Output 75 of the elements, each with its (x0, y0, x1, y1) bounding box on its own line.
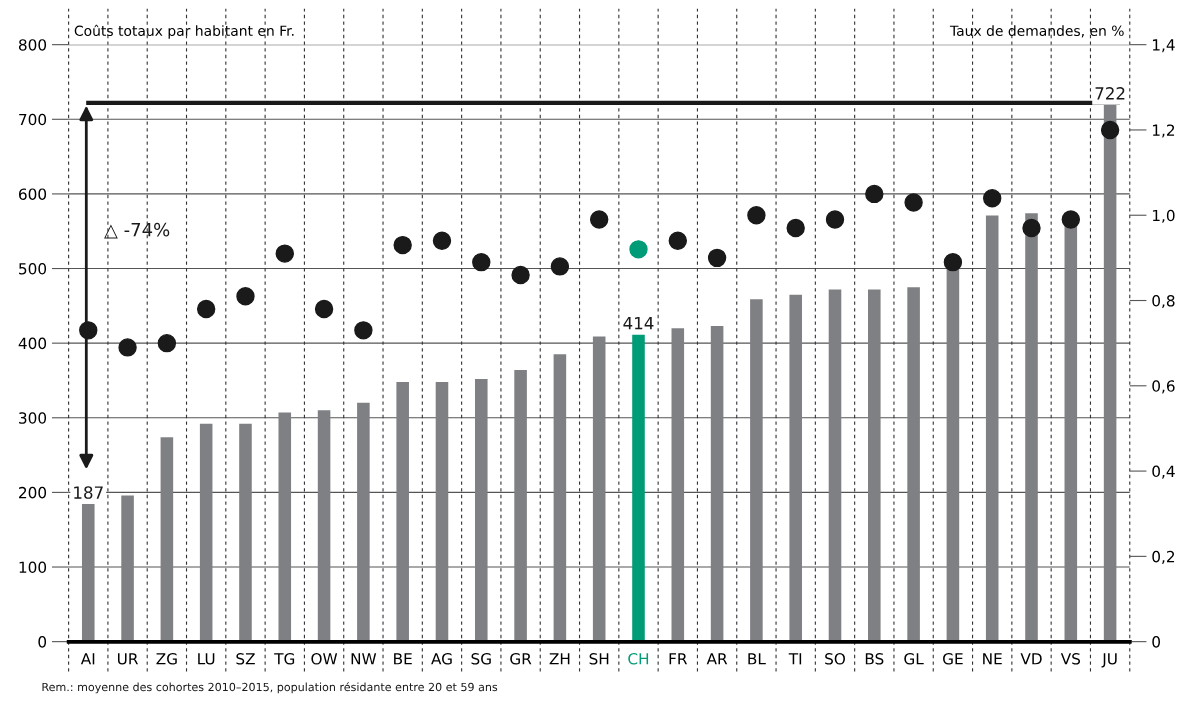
bar (396, 381, 409, 642)
x-tick-label: NW (351, 653, 377, 665)
bar (1025, 213, 1038, 642)
x-tick-label: FR (669, 653, 688, 665)
bar (357, 402, 370, 642)
y2-tick-label: 0,6 (1152, 380, 1175, 394)
x-tick-label: SG (471, 653, 491, 665)
bar (514, 370, 527, 642)
y2-axis-title: Taux de demandes, en % (949, 25, 1124, 38)
x-tick-label: UR (118, 653, 139, 665)
y2-tick-label: 0,8 (1152, 294, 1175, 309)
data-label: 187 (74, 486, 103, 499)
data-label: 414 (623, 317, 654, 330)
x-tick-label: OW (311, 653, 338, 665)
bar (475, 378, 488, 642)
y2-tick-label: 0,4 (1152, 465, 1175, 479)
x-tick-label: SH (589, 653, 609, 665)
bar (278, 412, 292, 642)
x-tick-label: TG (274, 653, 295, 665)
y-tick-label: 0 (38, 636, 47, 648)
y-tick-label: 800 (18, 39, 47, 51)
y2-tick-label: 1,2 (1152, 124, 1175, 138)
bar (907, 287, 920, 642)
x-tick-label: BE (394, 653, 412, 665)
x-tick-label: ZG (156, 653, 177, 665)
y-tick-label: 600 (18, 188, 47, 200)
bar (710, 325, 724, 642)
text: Rem.: moyenne des cohortes 2010–2015, population résidante entre 20 et 59 ans (42, 682, 498, 694)
data-label: 722 (1095, 87, 1125, 100)
x-tick-label: VS (1060, 653, 1081, 665)
bar (985, 215, 999, 642)
x-tick-label: JU (1101, 653, 1117, 668)
y-tick-label: 700 (19, 113, 47, 126)
bar (435, 381, 449, 642)
annotation: △ -74% (104, 222, 170, 239)
x-tick-label: SZ (236, 653, 255, 665)
bar (789, 294, 802, 642)
x-tick-label: TI (788, 653, 802, 665)
y-tick-label: 500 (19, 263, 47, 275)
y2-tick-label: 0 (1152, 636, 1160, 648)
x-tick-label: LU (198, 653, 215, 665)
bar (121, 495, 134, 642)
bar (317, 410, 331, 642)
x-tick-label: GE (943, 653, 963, 665)
bar (160, 437, 174, 642)
y-tick-label: 200 (19, 486, 47, 499)
x-tick-label: NE (983, 653, 1002, 665)
x-tick-label: SO (825, 653, 845, 665)
x-tick-label: AG (431, 653, 452, 665)
y-tick-label: 300 (19, 412, 47, 424)
x-tick-label: BL (748, 653, 766, 665)
x-tick-label: CH (628, 653, 649, 665)
bar (632, 332, 645, 642)
y2-tick-label: 1,4 (1152, 39, 1175, 53)
x-tick-label: ZH (549, 653, 570, 665)
bar (750, 299, 763, 642)
x-tick-label: GL (904, 653, 924, 665)
bar (239, 423, 252, 642)
x-tick-label: AI (80, 653, 95, 665)
bar (553, 354, 567, 642)
x-tick-label: GR (510, 653, 532, 665)
y-tick-label: 100 (19, 561, 47, 574)
bar (828, 289, 842, 642)
x-tick-label: BS (865, 653, 884, 665)
y-axis-title: Coûts totaux par habitant en Fr. (74, 24, 294, 39)
bar (199, 423, 213, 642)
y-tick-label: 400 (18, 337, 47, 350)
x-tick-label: VD (1020, 653, 1042, 665)
y2-tick-label: 1,0 (1152, 209, 1175, 223)
x-tick-label: AR (706, 653, 728, 665)
y2-tick-label: 0,2 (1152, 550, 1175, 564)
bar (671, 328, 685, 642)
bar (946, 267, 960, 642)
bar (592, 336, 606, 642)
bar (868, 289, 881, 642)
